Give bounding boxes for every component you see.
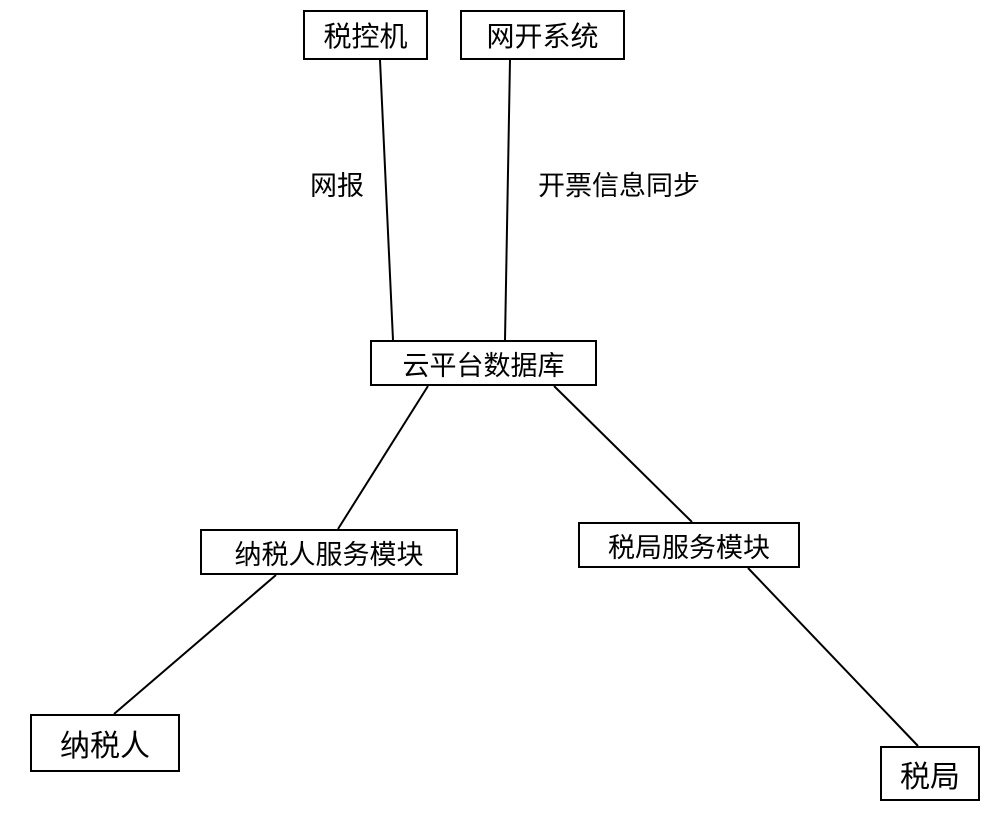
edge-line: [505, 60, 510, 340]
node-cloud_db: 云平台数据库: [370, 340, 597, 386]
edge-label: 网报: [310, 164, 364, 203]
edge-line: [114, 575, 276, 714]
node-tax_control: 税控机: [303, 10, 428, 60]
node-taxpayer_svc: 纳税人服务模块: [200, 529, 458, 575]
diagram-edges: [0, 0, 1000, 834]
node-taxbureau_svc: 税局服务模块: [578, 522, 800, 568]
node-net_open: 网开系统: [460, 10, 625, 60]
edge-line: [380, 60, 393, 340]
edge-line: [554, 386, 692, 522]
edge-line: [748, 568, 918, 746]
edge-label: 开票信息同步: [538, 164, 700, 203]
node-tax_bureau: 税局: [880, 746, 980, 801]
node-taxpayer: 纳税人: [30, 714, 180, 772]
edge-line: [338, 386, 428, 529]
